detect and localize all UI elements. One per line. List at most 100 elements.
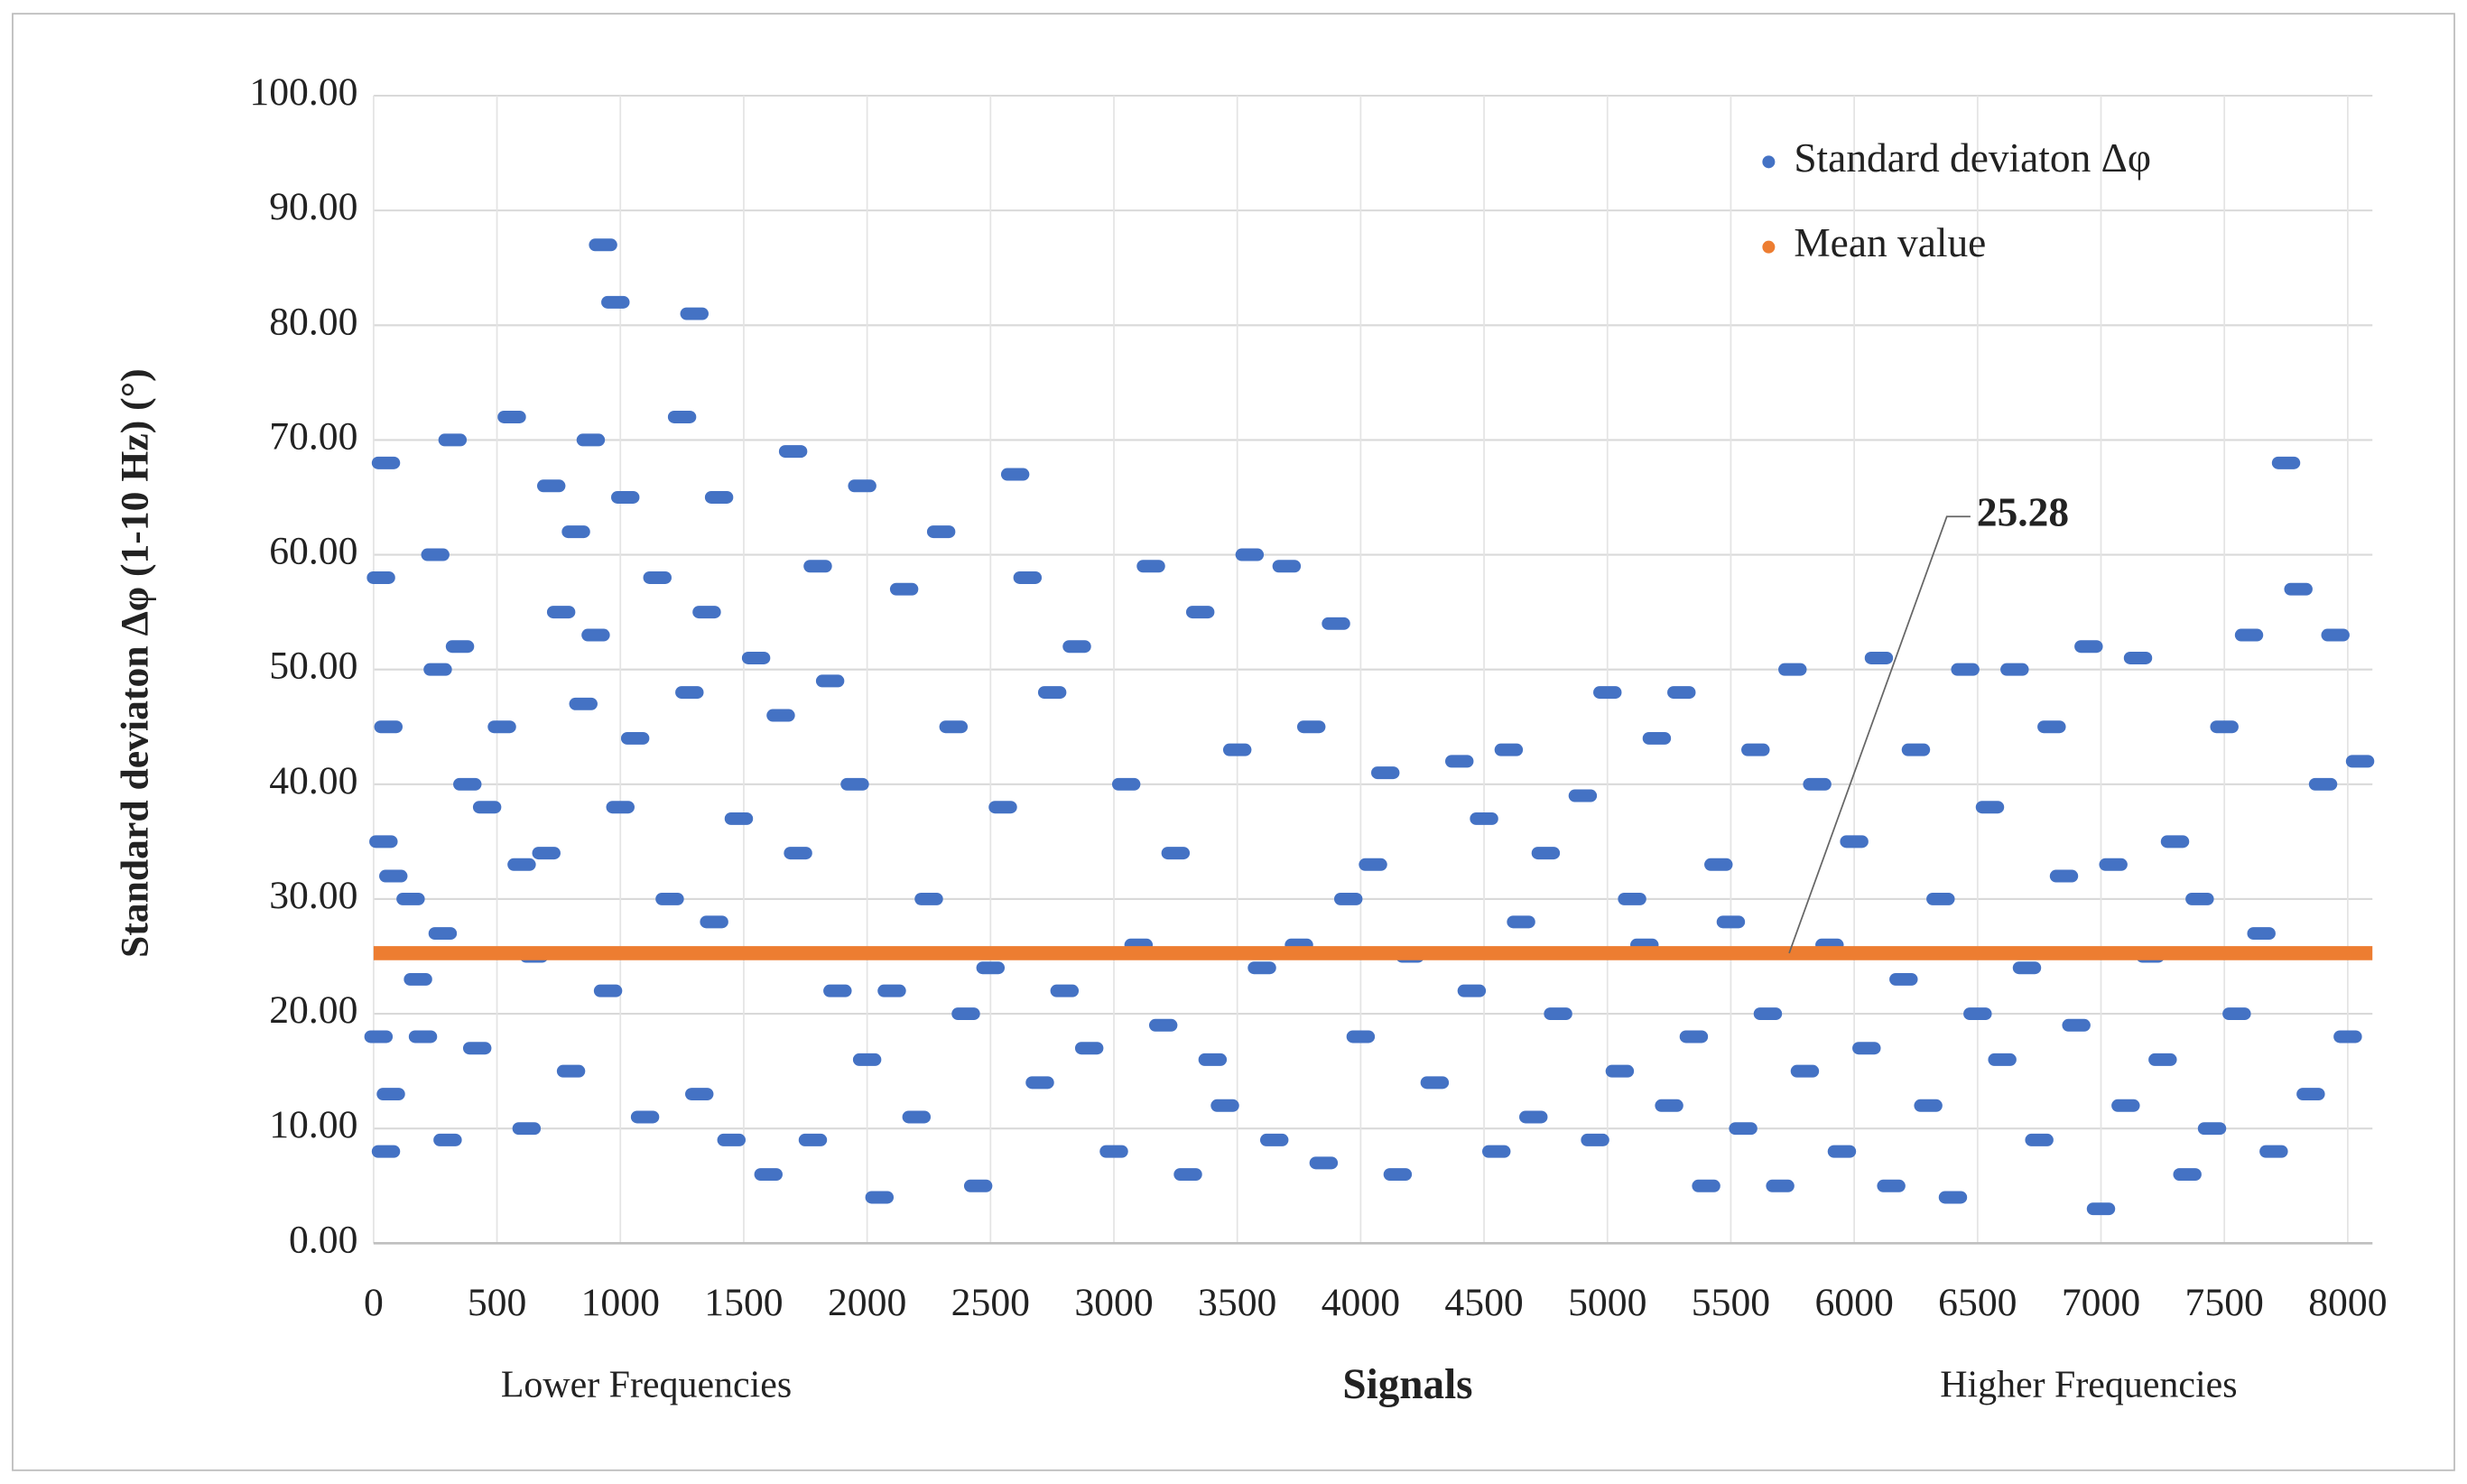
point bbox=[601, 295, 630, 309]
y-tick-label: 90.00 bbox=[269, 185, 357, 228]
point bbox=[717, 1133, 746, 1146]
point bbox=[2074, 640, 2103, 654]
point bbox=[803, 560, 832, 573]
point bbox=[1346, 1030, 1376, 1043]
x-tick-label: 7500 bbox=[2185, 1281, 2264, 1324]
point bbox=[620, 731, 650, 745]
point bbox=[1642, 731, 1672, 745]
point bbox=[1988, 1053, 2017, 1066]
point bbox=[472, 801, 502, 814]
point bbox=[1000, 468, 1030, 481]
y-tick-label: 50.00 bbox=[269, 645, 357, 688]
point bbox=[939, 720, 969, 734]
point bbox=[2210, 720, 2239, 734]
point bbox=[1420, 1076, 1450, 1090]
point bbox=[1074, 1042, 1104, 1055]
point bbox=[1296, 720, 1326, 734]
legend-label: Mean value bbox=[1794, 220, 1986, 265]
x-tick-label: 8000 bbox=[2308, 1281, 2387, 1324]
point bbox=[848, 479, 876, 493]
point bbox=[1185, 606, 1215, 619]
point bbox=[1926, 892, 1955, 905]
point bbox=[2296, 1088, 2325, 1101]
point bbox=[1889, 972, 1918, 986]
point bbox=[2148, 1053, 2177, 1066]
x-note: Lower Frequencies bbox=[501, 1365, 792, 1406]
point bbox=[1531, 847, 1561, 860]
point bbox=[1704, 858, 1733, 871]
point bbox=[1247, 961, 1276, 975]
point bbox=[371, 1145, 401, 1158]
point bbox=[512, 1122, 542, 1136]
point bbox=[2222, 1007, 2251, 1021]
point bbox=[1790, 1064, 1820, 1078]
point bbox=[1568, 789, 1598, 802]
point bbox=[1173, 1168, 1202, 1182]
point bbox=[798, 1133, 828, 1146]
point bbox=[2259, 1145, 2288, 1158]
point bbox=[823, 984, 852, 997]
point bbox=[1716, 915, 1746, 929]
y-tick-label: 30.00 bbox=[269, 874, 357, 917]
point bbox=[606, 801, 635, 814]
point bbox=[1605, 1064, 1635, 1078]
point bbox=[1766, 1179, 1795, 1192]
y-tick-label: 20.00 bbox=[269, 988, 357, 1032]
x-tick-label: 2500 bbox=[951, 1281, 1030, 1324]
point bbox=[1914, 1099, 1943, 1112]
x-tick-label: 2000 bbox=[828, 1281, 906, 1324]
point bbox=[2111, 1099, 2140, 1112]
point bbox=[2247, 927, 2276, 941]
point bbox=[2173, 1168, 2202, 1182]
point bbox=[704, 490, 734, 504]
x-axis-label: Signals bbox=[1342, 1361, 1472, 1408]
y-tick-label: 60.00 bbox=[269, 530, 357, 573]
point bbox=[951, 1007, 980, 1021]
point bbox=[593, 984, 623, 997]
x-tick-label: 7000 bbox=[2062, 1281, 2140, 1324]
point bbox=[1470, 812, 1498, 825]
point bbox=[675, 686, 704, 700]
x-tick-label: 1500 bbox=[704, 1281, 783, 1324]
point bbox=[1457, 984, 1487, 997]
point bbox=[376, 1088, 405, 1101]
point bbox=[1803, 777, 1832, 791]
x-tick-label: 5500 bbox=[1692, 1281, 1770, 1324]
y-tick-label: 100.00 bbox=[249, 70, 357, 114]
point bbox=[423, 663, 452, 676]
point bbox=[1679, 1030, 1709, 1043]
point bbox=[576, 433, 606, 447]
y-axis-label: Standard deviaton Δφ (1-10 Hz) (°) bbox=[114, 368, 157, 958]
point bbox=[1111, 777, 1141, 791]
point bbox=[2321, 628, 2350, 642]
point bbox=[2123, 651, 2153, 664]
x-tick-label: 5000 bbox=[1568, 1281, 1646, 1324]
point bbox=[1753, 1007, 1783, 1021]
point bbox=[680, 307, 709, 320]
point bbox=[1037, 686, 1067, 700]
point bbox=[1778, 663, 1807, 676]
point bbox=[369, 835, 398, 849]
x-tick-label: 6000 bbox=[1814, 1281, 1893, 1324]
x-tick-label: 6500 bbox=[1938, 1281, 2017, 1324]
point bbox=[556, 1064, 586, 1078]
point bbox=[976, 961, 1006, 975]
point bbox=[462, 1042, 492, 1055]
x-tick-label: 4500 bbox=[1444, 1281, 1523, 1324]
point bbox=[453, 777, 482, 791]
point bbox=[1136, 560, 1165, 573]
point bbox=[364, 1030, 394, 1043]
point bbox=[1507, 915, 1535, 929]
point bbox=[1840, 835, 1869, 849]
point bbox=[428, 927, 458, 941]
legend-marker bbox=[1762, 240, 1776, 254]
x-tick-label: 500 bbox=[468, 1281, 526, 1324]
point bbox=[1692, 1179, 1720, 1192]
point bbox=[766, 709, 795, 722]
point bbox=[2037, 720, 2066, 734]
point bbox=[914, 892, 943, 905]
y-tick-label: 80.00 bbox=[269, 300, 357, 343]
point bbox=[784, 847, 812, 860]
